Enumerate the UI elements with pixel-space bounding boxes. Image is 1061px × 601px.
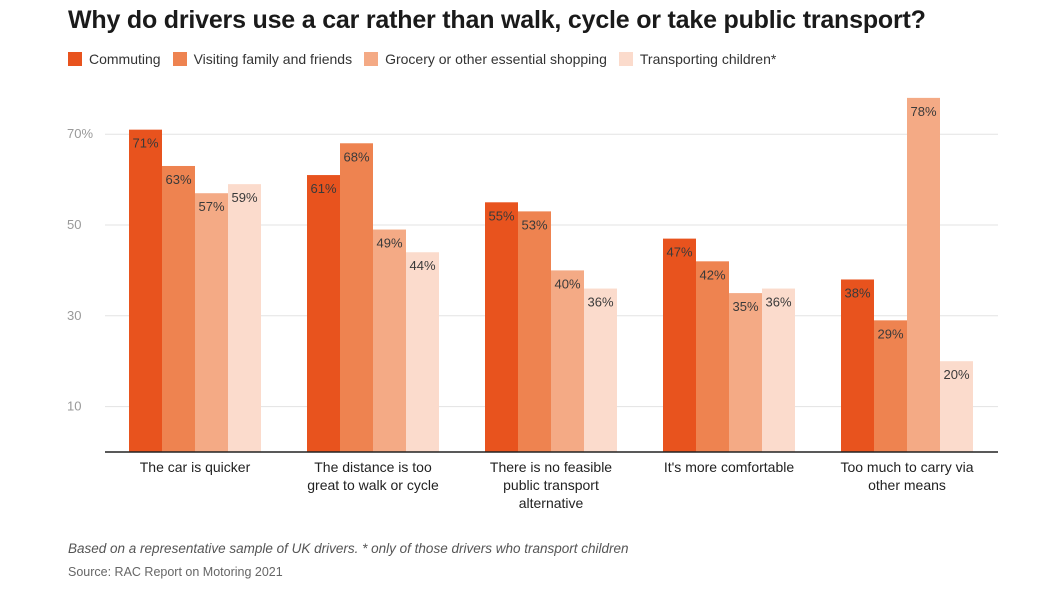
legend-item-0: Commuting <box>68 51 161 67</box>
chart-legend: Commuting Visiting family and friends Groc… <box>68 51 788 67</box>
legend-label: Grocery or other essential shopping <box>385 51 607 67</box>
legend-label: Commuting <box>89 51 161 67</box>
x-tick-label: other means <box>868 477 946 493</box>
data-label: 53% <box>521 217 547 232</box>
legend-item-1: Visiting family and friends <box>172 51 353 67</box>
bar <box>129 129 162 452</box>
data-label: 47% <box>666 245 692 260</box>
y-tick-label: 30 <box>67 308 81 323</box>
bar <box>228 184 261 452</box>
y-tick-label: 50 <box>67 217 81 232</box>
data-label: 78% <box>910 104 936 119</box>
x-tick-label: public transport <box>503 477 599 493</box>
x-tick-label: great to walk or cycle <box>307 477 439 493</box>
x-tick-label: The distance is too <box>314 459 432 475</box>
data-label: 68% <box>343 149 369 164</box>
bar <box>940 361 973 452</box>
chart-title: Why do drivers use a car rather than wal… <box>68 6 926 34</box>
data-label: 59% <box>231 190 257 205</box>
bar <box>485 202 518 452</box>
bar <box>696 261 729 452</box>
y-tick-label: 70% <box>67 126 93 141</box>
legend-item-2: Grocery or other essential shopping <box>364 51 607 67</box>
bar <box>406 252 439 452</box>
chart-note: Based on a representative sample of UK d… <box>68 541 629 556</box>
bar <box>584 288 617 452</box>
bar <box>307 175 340 452</box>
data-label: 36% <box>587 295 613 310</box>
x-tick-label: Too much to carry via <box>840 459 973 475</box>
legend-label: Visiting family and friends <box>193 51 353 67</box>
bar <box>551 270 584 452</box>
bar <box>729 293 762 452</box>
data-label: 57% <box>198 199 224 214</box>
data-label: 35% <box>732 299 758 314</box>
bar <box>907 97 940 452</box>
y-tick-label: 10 <box>67 399 81 414</box>
x-tick-label: The car is quicker <box>140 459 251 475</box>
bar <box>663 238 696 452</box>
bar <box>841 279 874 452</box>
data-label: 55% <box>488 208 514 223</box>
legend-swatch <box>618 52 633 66</box>
bar <box>762 288 795 452</box>
x-tick-label: There is no feasible <box>490 459 612 475</box>
legend-swatch <box>364 52 379 66</box>
x-tick-label: alternative <box>519 495 584 511</box>
x-tick-label: It's more comfortable <box>664 459 794 475</box>
data-label: 38% <box>844 285 870 300</box>
data-label: 49% <box>376 236 402 251</box>
data-label: 40% <box>554 276 580 291</box>
legend-label: Transporting children* <box>639 51 777 67</box>
data-label: 71% <box>132 136 158 151</box>
data-label: 63% <box>165 172 191 187</box>
bar <box>162 165 195 453</box>
data-label: 20% <box>943 367 969 382</box>
data-label: 44% <box>409 258 435 273</box>
data-label: 61% <box>310 181 336 196</box>
bar <box>373 229 406 452</box>
chart-source: Source: RAC Report on Motoring 2021 <box>68 565 283 579</box>
legend-swatch <box>68 52 82 66</box>
bar <box>195 193 228 452</box>
data-label: 36% <box>765 295 791 310</box>
bar <box>518 211 551 452</box>
data-label: 42% <box>699 267 725 282</box>
bar <box>874 320 907 452</box>
bar <box>340 143 373 452</box>
data-label: 29% <box>877 326 903 341</box>
legend-swatch <box>172 52 187 66</box>
legend-item-3: Transporting children* <box>618 51 777 67</box>
